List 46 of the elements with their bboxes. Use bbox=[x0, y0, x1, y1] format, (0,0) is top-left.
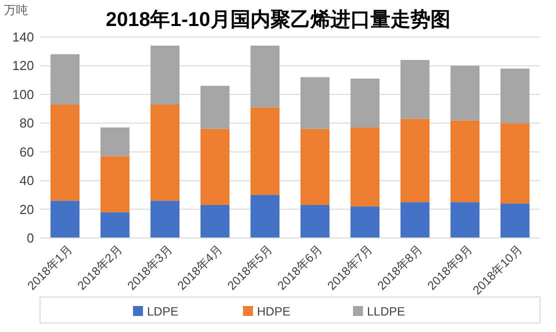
bar bbox=[250, 194, 280, 238]
bar bbox=[400, 118, 430, 202]
bar bbox=[350, 206, 380, 238]
bar bbox=[350, 78, 380, 128]
bar bbox=[150, 200, 180, 238]
y-tick-label: 80 bbox=[20, 116, 34, 131]
bar bbox=[100, 127, 130, 156]
bar bbox=[50, 200, 80, 238]
ylabel: 万吨 bbox=[4, 3, 28, 17]
bar bbox=[500, 68, 530, 124]
bar bbox=[350, 127, 380, 206]
y-tick-label: 140 bbox=[12, 30, 34, 44]
legend-item: LDPE bbox=[133, 304, 178, 318]
bar bbox=[50, 54, 80, 104]
bar bbox=[100, 156, 130, 212]
bar bbox=[200, 204, 230, 238]
y-tick-label: 20 bbox=[20, 202, 34, 217]
legend-label: LDPE bbox=[147, 304, 178, 318]
bar bbox=[200, 128, 230, 205]
legend-item: HDPE bbox=[243, 304, 290, 318]
bar bbox=[500, 123, 530, 204]
bar bbox=[400, 202, 430, 238]
bar bbox=[200, 86, 230, 129]
bar bbox=[300, 204, 330, 238]
y-tick-label: 60 bbox=[20, 144, 34, 160]
bar bbox=[150, 46, 180, 104]
bar bbox=[450, 202, 480, 238]
bar bbox=[250, 46, 280, 108]
bar bbox=[450, 120, 480, 202]
legend-label: HDPE bbox=[257, 304, 290, 318]
legend-item: LLDPE bbox=[353, 304, 406, 318]
bar bbox=[500, 204, 530, 238]
bar bbox=[100, 212, 130, 238]
bar bbox=[150, 104, 180, 201]
bar bbox=[300, 128, 330, 205]
y-tick-label: 0 bbox=[26, 230, 34, 246]
title: 2018年1-10月国内聚乙烯进口量走势图 bbox=[106, 9, 450, 31]
y-tick-label: 100 bbox=[12, 86, 34, 102]
bar bbox=[400, 60, 430, 119]
bar bbox=[250, 107, 280, 195]
bar bbox=[450, 66, 480, 120]
y-tick-label: 120 bbox=[12, 58, 34, 74]
bar bbox=[300, 77, 330, 129]
legend-label: LLDPE bbox=[367, 304, 406, 318]
y-tick-label: 40 bbox=[20, 173, 34, 188]
bar bbox=[50, 104, 80, 201]
